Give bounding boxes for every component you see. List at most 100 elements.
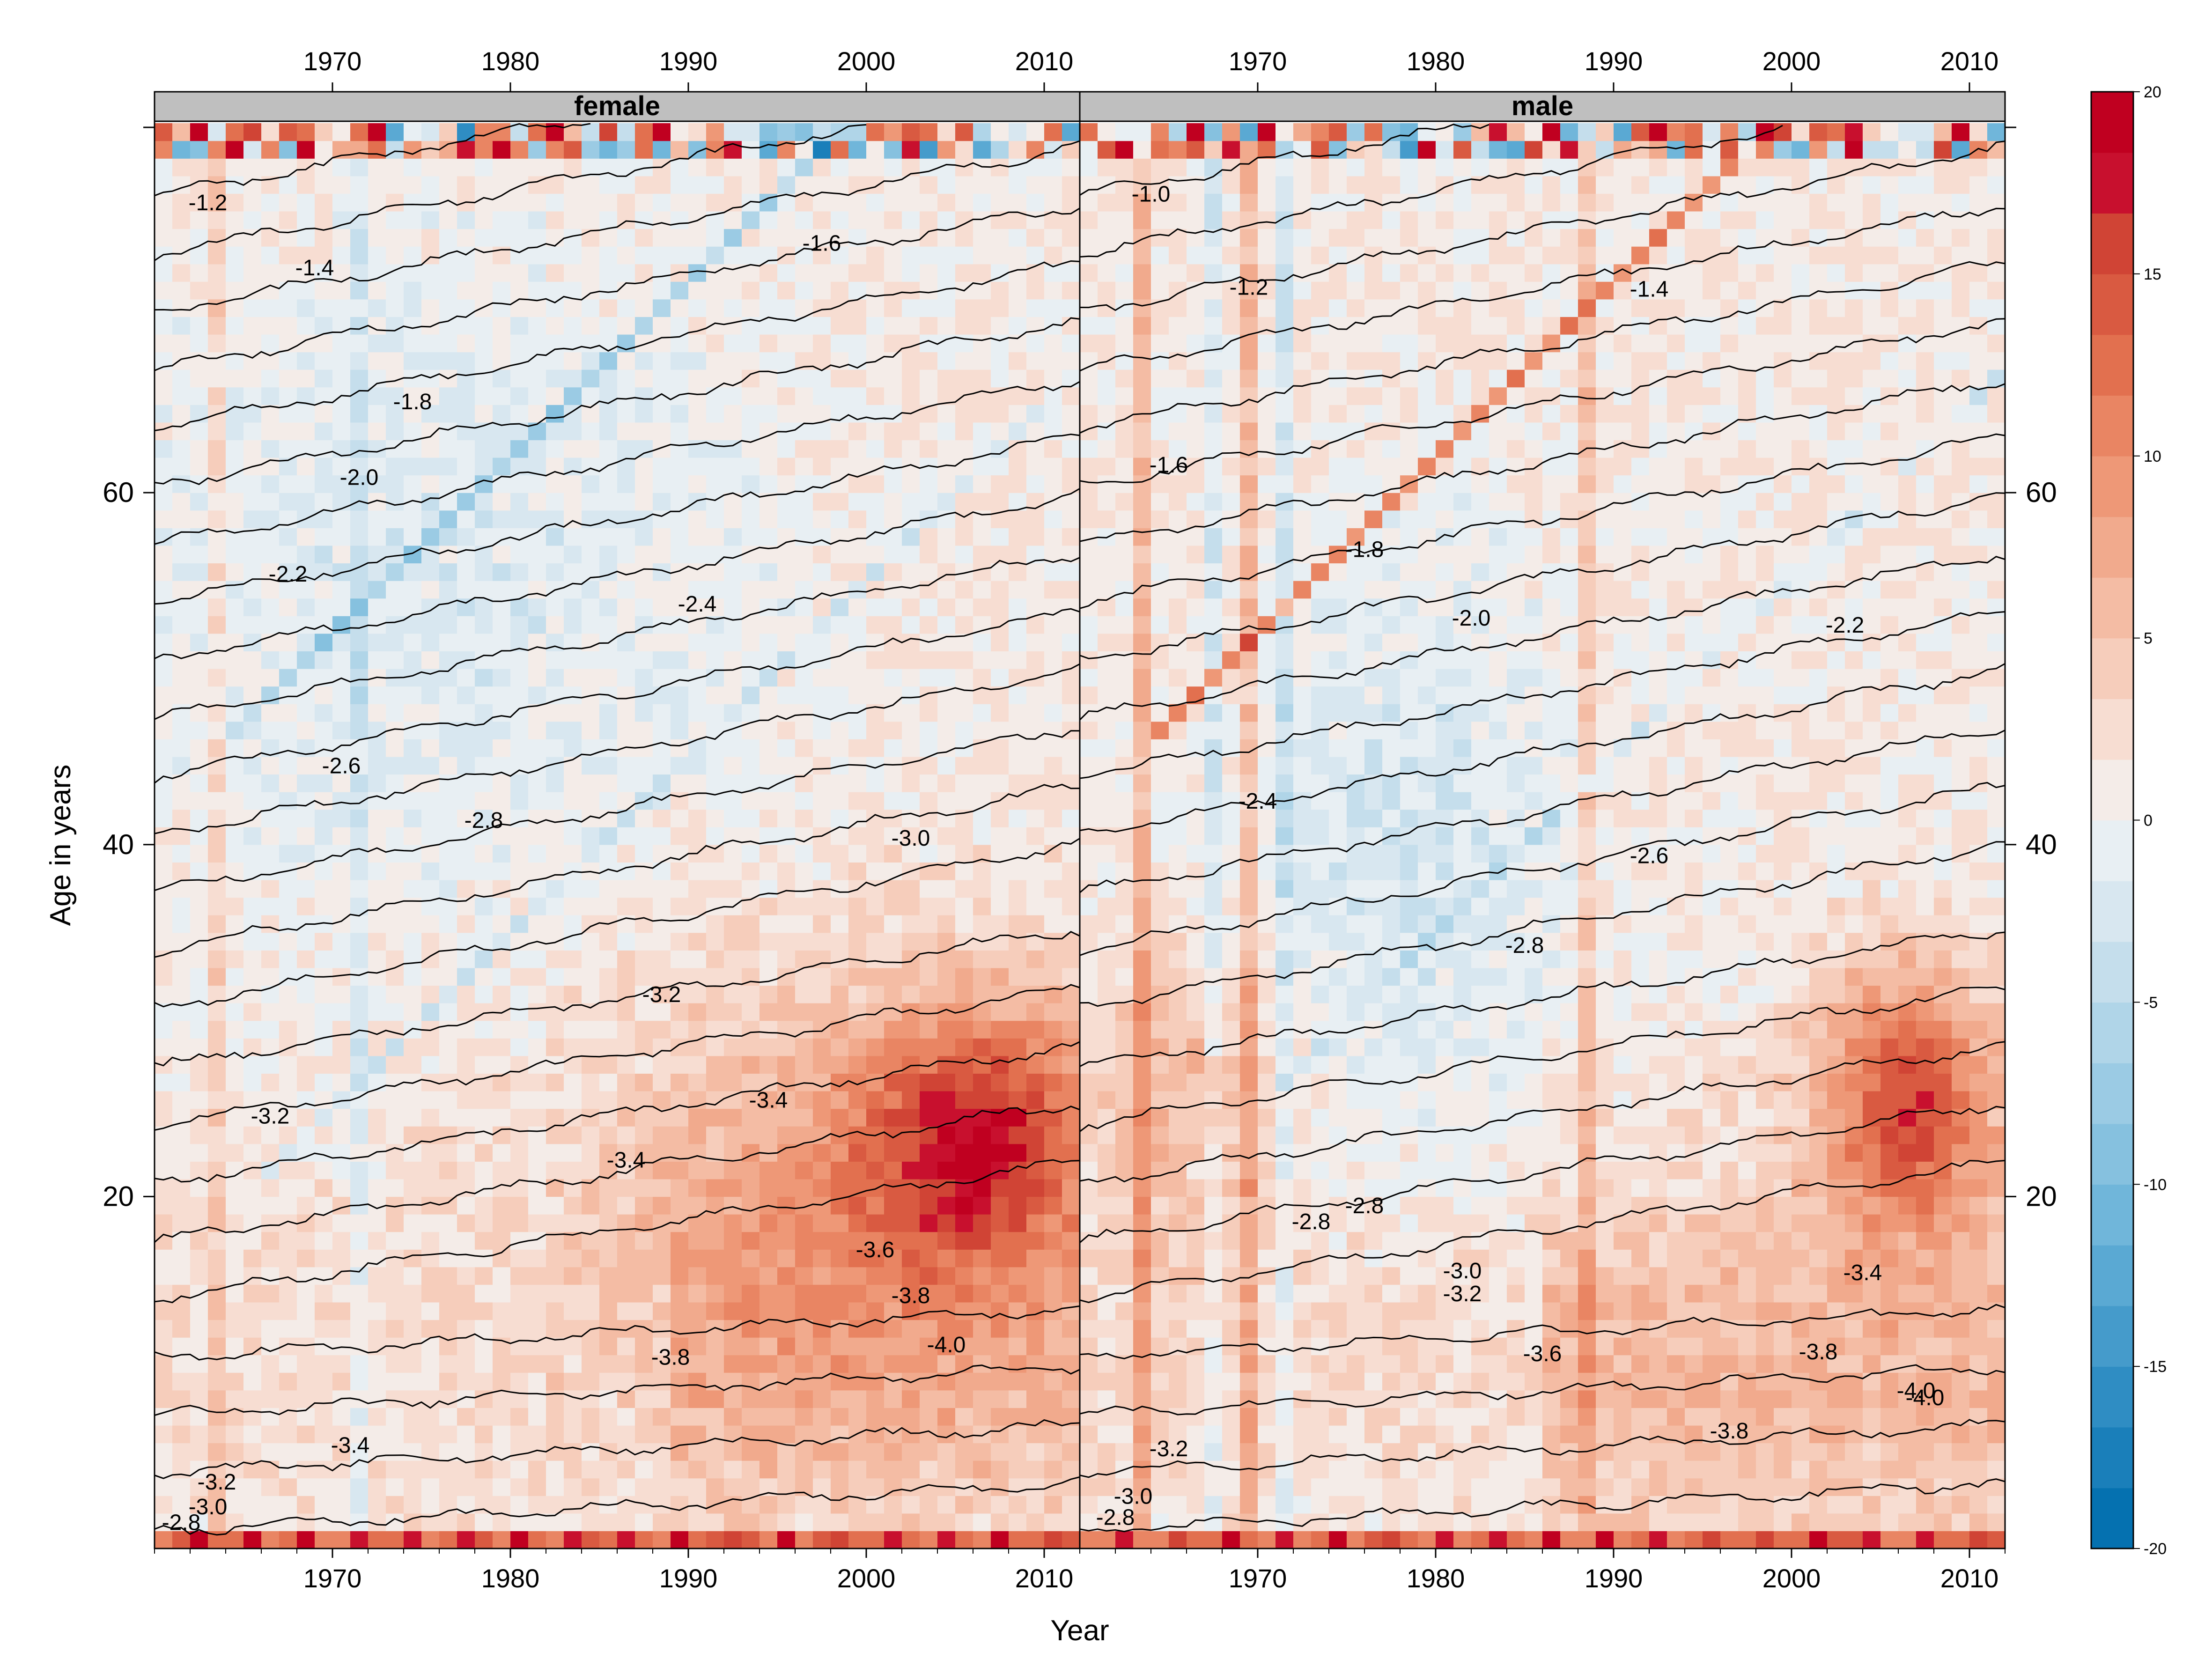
heat-cell bbox=[706, 317, 724, 335]
heat-cell bbox=[955, 1249, 973, 1268]
heat-cell bbox=[688, 1231, 707, 1250]
heat-cell bbox=[813, 686, 831, 704]
heat-cell bbox=[1098, 1320, 1116, 1338]
heat-cell bbox=[350, 1531, 369, 1548]
heat-cell bbox=[510, 967, 529, 986]
heat-cell bbox=[190, 1108, 208, 1127]
heat-cell bbox=[564, 440, 582, 458]
heat-cell bbox=[617, 598, 635, 616]
heat-cell bbox=[350, 1372, 369, 1391]
heat-cell bbox=[350, 669, 369, 687]
heat-cell bbox=[1204, 1020, 1223, 1039]
heat-cell bbox=[439, 422, 457, 441]
heat-cell bbox=[884, 827, 902, 845]
heat-cell bbox=[617, 1179, 635, 1197]
heat-cell bbox=[493, 1091, 511, 1109]
heat-cell bbox=[920, 387, 938, 405]
heat-cell bbox=[243, 140, 262, 159]
heat-cell bbox=[884, 651, 902, 669]
heat-cell bbox=[813, 1020, 831, 1039]
heat-cell bbox=[368, 915, 386, 933]
heat-cell bbox=[172, 299, 191, 317]
heat-cell bbox=[528, 1214, 546, 1232]
heat-cell bbox=[208, 1408, 226, 1426]
heat-cell bbox=[261, 581, 280, 599]
heat-cell bbox=[653, 1179, 671, 1197]
heat-cell bbox=[243, 440, 262, 458]
heat-cell bbox=[546, 176, 564, 194]
heat-cell bbox=[902, 932, 920, 951]
heat-cell bbox=[1080, 1302, 1098, 1320]
heat-cell bbox=[1187, 1372, 1205, 1391]
heat-cell bbox=[243, 334, 262, 353]
heat-cell bbox=[172, 211, 191, 229]
heat-cell bbox=[1115, 1126, 1134, 1144]
heat-cell bbox=[261, 281, 280, 300]
heat-cell bbox=[1009, 387, 1027, 405]
heat-cell bbox=[439, 299, 457, 317]
contour-line bbox=[155, 1041, 1080, 1183]
heat-cell bbox=[368, 1179, 386, 1197]
heatmap-cells-male bbox=[1080, 123, 2005, 1548]
heat-cell bbox=[991, 1267, 1009, 1285]
heat-cell bbox=[1009, 1091, 1027, 1109]
contour-line bbox=[155, 260, 1080, 431]
heat-cell bbox=[155, 739, 173, 757]
heat-cell bbox=[457, 669, 475, 687]
heat-cell bbox=[902, 493, 920, 511]
heat-cell bbox=[208, 739, 226, 757]
heat-cell bbox=[759, 1408, 778, 1426]
heat-cell bbox=[226, 1284, 244, 1303]
heat-cell bbox=[243, 598, 262, 616]
heat-cell bbox=[1098, 493, 1116, 511]
heat-cell bbox=[190, 809, 208, 827]
heat-cell bbox=[457, 563, 475, 581]
heat-cell bbox=[493, 581, 511, 599]
heat-cell bbox=[297, 704, 315, 722]
heat-cell bbox=[226, 1143, 244, 1162]
heat-cell bbox=[582, 1460, 600, 1479]
heat-cell bbox=[724, 1531, 742, 1548]
heat-cell bbox=[973, 950, 991, 968]
heat-cell bbox=[706, 686, 724, 704]
heat-cell bbox=[421, 334, 440, 353]
heat-cell bbox=[243, 1302, 262, 1320]
heat-cell bbox=[208, 193, 226, 212]
heat-cell bbox=[706, 1337, 724, 1356]
heat-cell bbox=[243, 651, 262, 669]
heat-cell bbox=[991, 211, 1009, 229]
heat-cell bbox=[813, 1513, 831, 1531]
contour-label: -2.8 bbox=[162, 1511, 201, 1535]
heat-cell bbox=[635, 1108, 653, 1127]
heat-cell bbox=[582, 369, 600, 388]
heat-cell bbox=[688, 950, 707, 968]
heat-cell bbox=[315, 809, 333, 827]
heat-cell bbox=[599, 281, 618, 300]
heat-cell bbox=[635, 862, 653, 880]
heat-cell bbox=[1169, 176, 1187, 194]
heat-cell bbox=[172, 422, 191, 441]
heat-cell bbox=[1044, 581, 1062, 599]
heat-cell bbox=[1026, 985, 1045, 1003]
heat-cell bbox=[599, 598, 618, 616]
heat-cell bbox=[635, 1496, 653, 1514]
heat-cell bbox=[706, 299, 724, 317]
heat-cell bbox=[706, 475, 724, 493]
heat-cell bbox=[439, 581, 457, 599]
heat-cell bbox=[724, 932, 742, 951]
heat-cell bbox=[386, 299, 404, 317]
heat-cell bbox=[368, 281, 386, 300]
heat-cell bbox=[457, 792, 475, 810]
heat-cell bbox=[795, 158, 813, 177]
heat-cell bbox=[777, 844, 796, 863]
heat-cell bbox=[688, 1073, 707, 1091]
heat-cell bbox=[795, 563, 813, 581]
heat-cell bbox=[759, 1020, 778, 1039]
heat-cell bbox=[831, 246, 849, 265]
heat-cell bbox=[1187, 563, 1205, 581]
heat-cell bbox=[564, 528, 582, 546]
heat-cell bbox=[279, 739, 297, 757]
heat-cell bbox=[777, 264, 796, 282]
heat-cell bbox=[315, 1091, 333, 1109]
heat-cell bbox=[1151, 140, 1169, 159]
